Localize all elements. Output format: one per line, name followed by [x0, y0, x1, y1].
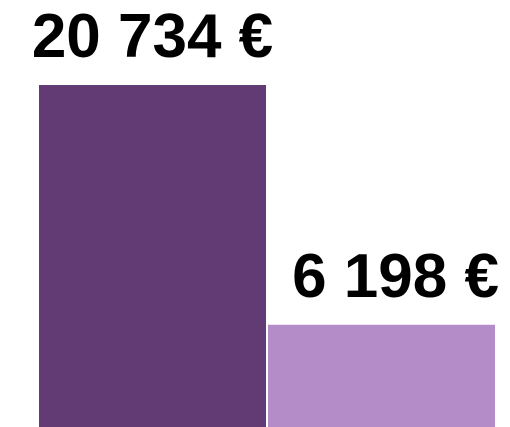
data-label: 6 198 €: [292, 242, 499, 311]
bar: [39, 85, 266, 427]
data-label: 20 734 €: [32, 2, 273, 71]
bar: [268, 324, 495, 427]
